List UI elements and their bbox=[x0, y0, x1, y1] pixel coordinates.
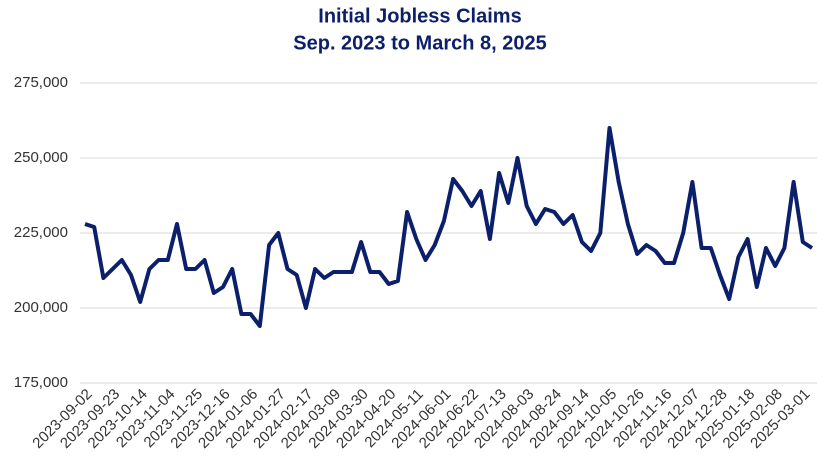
chart-subtitle: Sep. 2023 to March 8, 2025 bbox=[293, 32, 546, 54]
y-tick-label: 275,000 bbox=[14, 74, 68, 91]
y-tick-label: 200,000 bbox=[14, 299, 68, 316]
y-tick-label: 250,000 bbox=[14, 149, 68, 166]
y-tick-label: 175,000 bbox=[14, 374, 68, 391]
line bbox=[84, 126, 814, 328]
chart-title: Initial Jobless Claims bbox=[318, 5, 521, 27]
y-tick-label: 225,000 bbox=[14, 224, 68, 241]
